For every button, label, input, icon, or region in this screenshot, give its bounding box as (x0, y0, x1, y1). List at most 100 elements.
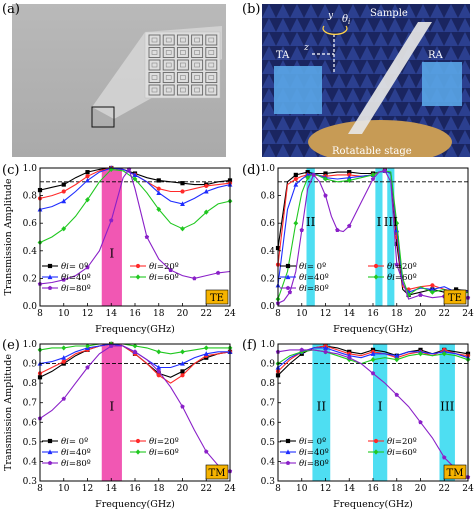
zoom-inset (144, 31, 221, 99)
sample-marker (91, 106, 115, 128)
band-label: I (378, 400, 383, 414)
data-point (180, 404, 185, 409)
plot-area (40, 344, 230, 481)
x-axis-label: Frequency(GHz) (333, 324, 413, 335)
unit-cell-inner (208, 75, 215, 80)
x-tick-label: 24 (224, 309, 236, 319)
legend-label: θi= 0º (299, 262, 326, 272)
y-tick-label: 0.8 (23, 192, 38, 202)
plot-area (40, 168, 230, 306)
mode-badge-label: TE (448, 293, 462, 304)
mode-badge-label: TE (210, 293, 224, 304)
data-point (156, 206, 162, 212)
data-point (373, 263, 379, 269)
legend-label: θi= 0º (299, 437, 326, 447)
data-point (109, 218, 114, 223)
unit-cell-inner (165, 87, 172, 93)
data-point (132, 349, 138, 354)
data-point (373, 449, 379, 455)
data-point (168, 267, 173, 272)
x-tick-label: 24 (224, 484, 236, 494)
unit-cell-grid (148, 34, 218, 96)
data-point (285, 438, 291, 444)
y-tick-label: 0.6 (261, 418, 276, 428)
x-tick-label: 22 (201, 309, 212, 319)
unit-cell-inner (194, 87, 200, 93)
x-tick-label: 8 (275, 309, 281, 319)
series-4 (37, 343, 233, 474)
x-tick-label: 18 (153, 484, 165, 494)
unit-cell-inner (151, 50, 158, 55)
y-tick-label: 0.6 (261, 219, 276, 229)
mode-badge-label: TM (447, 468, 464, 479)
unit-cell (176, 72, 189, 83)
unit-cell-inner (194, 37, 200, 43)
band-label: III (440, 400, 454, 414)
data-point (85, 365, 90, 370)
x-tick-label: 14 (344, 309, 356, 319)
legend-label: θi=40º (61, 273, 91, 283)
mode-badge-label: TM (209, 468, 226, 479)
legend: θi= 0º θi=20º θi=40º θi=60º θi=80º (280, 262, 417, 294)
data-point (305, 170, 310, 175)
unit-cell (176, 34, 189, 46)
series-line (277, 170, 469, 300)
data-point (323, 345, 328, 351)
panel-b-letter: (b) (242, 2, 261, 17)
data-point (347, 170, 352, 175)
y-tick-label: 0.8 (261, 192, 276, 202)
x-tick-label: 8 (275, 484, 281, 494)
y-tick-label: 0.3 (261, 477, 276, 487)
legend-label: θi=80º (299, 284, 329, 294)
unit-cell-inner (165, 50, 172, 55)
data-point (347, 172, 352, 177)
x-tick-label: 10 (296, 309, 308, 319)
x-axis-label: Frequency(GHz) (95, 499, 175, 510)
data-point (85, 170, 90, 175)
x-tick-label: 22 (439, 309, 450, 319)
y-tick-label: 0.6 (23, 219, 38, 229)
unit-cell-inner (165, 37, 172, 43)
unit-cell (162, 34, 175, 46)
data-point (192, 276, 197, 281)
y-tick-label: 0.8 (261, 379, 276, 389)
y-tick-label: 0.6 (23, 418, 38, 428)
x-axis-label: Frequency(GHz) (333, 499, 413, 510)
x-tick-label: 18 (153, 309, 165, 319)
data-point (61, 359, 66, 364)
band-label: II (317, 400, 327, 414)
data-point (293, 176, 298, 182)
data-point (347, 355, 352, 360)
data-point (323, 171, 328, 176)
data-point (430, 283, 435, 288)
data-point (135, 438, 141, 444)
x-tick-label: 12 (320, 484, 331, 494)
panel-d-letter: (d) (242, 163, 261, 178)
y-tick-label: 0.0 (23, 302, 38, 312)
band-label: I (109, 247, 114, 261)
unit-cell-inner (180, 37, 186, 43)
label-z: z (303, 43, 309, 53)
data-point (156, 178, 161, 183)
unit-cell-inner (180, 50, 186, 55)
series-2 (37, 165, 233, 212)
unit-cell-inner (208, 37, 215, 43)
legend-label: θi=40º (299, 273, 329, 283)
unit-cell (148, 72, 161, 83)
legend-label: θi=20º (149, 437, 179, 447)
unit-cell-inner (208, 50, 215, 55)
band-label: I (109, 400, 114, 414)
legend: θi= 0º θi=20º θi=40º θi=60º θi=80º (280, 437, 417, 469)
data-point (180, 189, 185, 194)
data-point (135, 449, 141, 455)
series-4 (37, 167, 231, 286)
data-point (85, 177, 90, 183)
data-point (47, 449, 53, 455)
data-point (61, 198, 67, 204)
legend-label: θi=80º (61, 284, 91, 294)
data-point (311, 172, 316, 177)
highlight-band (101, 168, 122, 306)
unit-cell (205, 47, 218, 58)
unit-cell (205, 34, 218, 46)
y-tick-label: 0.5 (261, 438, 276, 448)
